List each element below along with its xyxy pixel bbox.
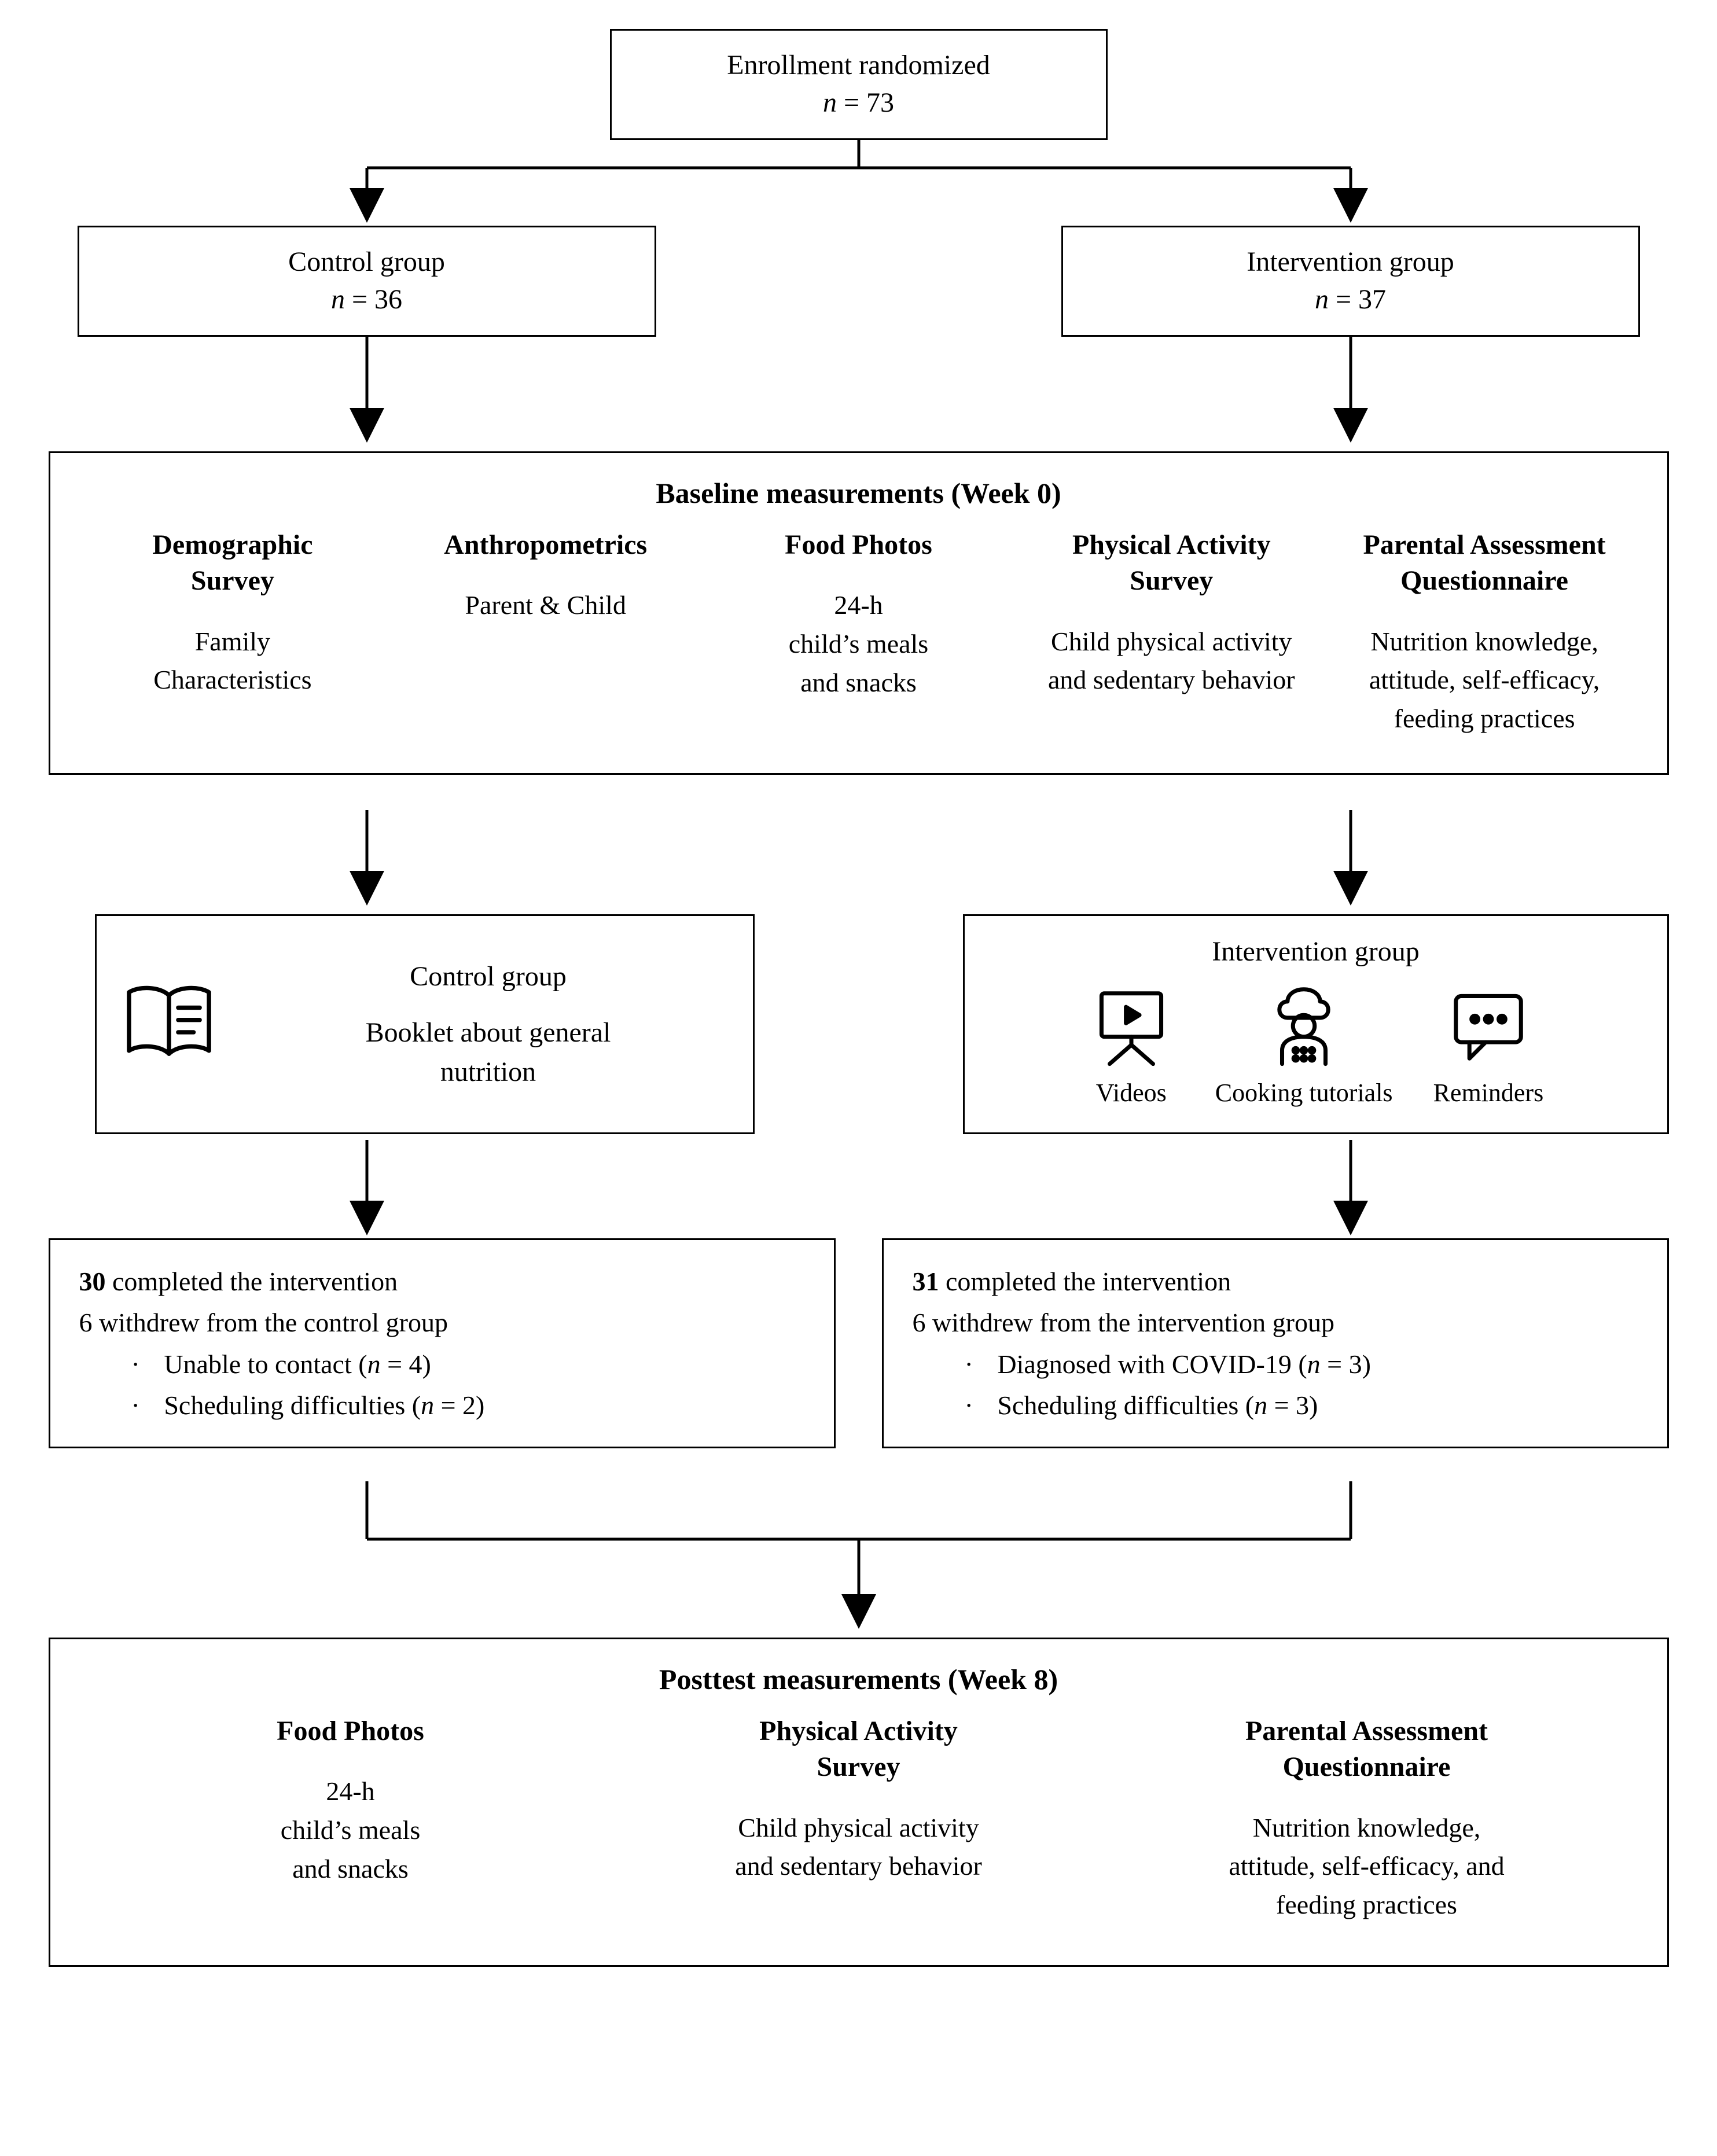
baseline-columns: Demographic Survey Family Characteristic… [85,527,1633,738]
flowchart-canvas: Enrollment randomized n = 73 Control gro… [25,23,1692,2129]
chat-icon [1433,983,1544,1072]
outcome-line2: 6 withdrew from the control group [79,1302,805,1343]
enroll-n: n = 73 [633,84,1085,122]
baseline-col-4: Parental Assessment Questionnaire Nutrit… [1337,527,1633,738]
col-head: Parental Assessment Questionnaire [1337,527,1633,599]
outcome-bullet: Scheduling difficulties (n = 2) [131,1385,805,1426]
control-treatment-text: Control group Booklet about general nutr… [247,957,730,1091]
outcome-line1: 30 completed the intervention [79,1261,805,1302]
outcome-bullet: Diagnosed with COVID-19 (n = 3) [965,1344,1638,1385]
posttest-columns: Food Photos 24-h child’s meals and snack… [120,1713,1598,1925]
arm-intervention-box: Intervention group n = 37 [1061,226,1640,337]
col-body: Nutrition knowledge, attitude, self-effi… [1136,1809,1598,1925]
icon-caption: Cooking tutorials [1215,1078,1393,1108]
arm-intervention-n: n = 37 [1084,281,1617,319]
col-head: Anthropometrics [398,527,693,563]
intervention-treatment-box: Intervention group Videos [963,914,1669,1134]
video-board-icon [1088,983,1175,1072]
enroll-title: Enrollment randomized [633,47,1085,84]
col-head: Demographic Survey [85,527,381,599]
col-head: Food Photos [711,527,1006,563]
baseline-col-1: Anthropometrics Parent & Child [398,527,693,738]
intervention-icon-row: Videos Cooking tutori [988,983,1644,1108]
arm-control-title: Control group [100,244,634,281]
posttest-col-0: Food Photos 24-h child’s meals and snack… [120,1713,582,1925]
intervention-icon-2: Reminders [1433,983,1544,1108]
col-head: Parental Assessment Questionnaire [1136,1713,1598,1786]
control-treatment-desc: Booklet about general nutrition [247,1013,730,1091]
col-head: Food Photos [120,1713,582,1749]
col-body: Child physical activity and sedentary be… [1024,623,1319,700]
baseline-title: Baseline measurements (Week 0) [85,476,1633,510]
arm-intervention-title: Intervention group [1084,244,1617,281]
col-body: Nutrition knowledge, attitude, self-effi… [1337,623,1633,738]
baseline-col-0: Demographic Survey Family Characteristic… [85,527,381,738]
book-icon [120,974,218,1075]
baseline-col-2: Food Photos 24-h child’s meals and snack… [711,527,1006,738]
control-treatment-box: Control group Booklet about general nutr… [95,914,755,1134]
enroll-box: Enrollment randomized n = 73 [610,29,1108,140]
icon-caption: Reminders [1433,1078,1544,1108]
control-treatment-title: Control group [247,957,730,996]
col-body: 24-h child’s meals and snacks [711,586,1006,702]
col-head: Physical Activity Survey [1024,527,1319,599]
col-body: Parent & Child [398,586,693,625]
outcome-bullets: Diagnosed with COVID-19 (n = 3) Scheduli… [913,1344,1638,1426]
posttest-box: Posttest measurements (Week 8) Food Phot… [49,1638,1669,1967]
arm-control-n: n = 36 [100,281,634,319]
posttest-col-1: Physical Activity Survey Child physical … [628,1713,1090,1925]
outcome-bullet: Unable to contact (n = 4) [131,1344,805,1385]
outcome-control-box: 30 completed the intervention 6 withdrew… [49,1238,836,1448]
outcome-line1: 31 completed the intervention [913,1261,1638,1302]
baseline-col-3: Physical Activity Survey Child physical … [1024,527,1319,738]
outcome-line2: 6 withdrew from the intervention group [913,1302,1638,1343]
chef-icon [1215,983,1393,1072]
col-body: 24-h child’s meals and snacks [120,1772,582,1888]
icon-caption: Videos [1088,1078,1175,1108]
outcome-intervention-box: 31 completed the intervention 6 withdrew… [882,1238,1669,1448]
outcome-bullets: Unable to contact (n = 4) Scheduling dif… [79,1344,805,1426]
baseline-box: Baseline measurements (Week 0) Demograph… [49,451,1669,775]
col-body: Child physical activity and sedentary be… [628,1809,1090,1886]
intervention-icon-1: Cooking tutorials [1215,983,1393,1108]
posttest-title: Posttest measurements (Week 8) [120,1662,1598,1696]
posttest-col-2: Parental Assessment Questionnaire Nutrit… [1136,1713,1598,1925]
intervention-icon-0: Videos [1088,983,1175,1108]
col-head: Physical Activity Survey [628,1713,1090,1786]
outcome-bullet: Scheduling difficulties (n = 3) [965,1385,1638,1426]
arm-control-box: Control group n = 36 [78,226,656,337]
intervention-treatment-title: Intervention group [988,932,1644,971]
col-body: Family Characteristics [85,623,381,700]
